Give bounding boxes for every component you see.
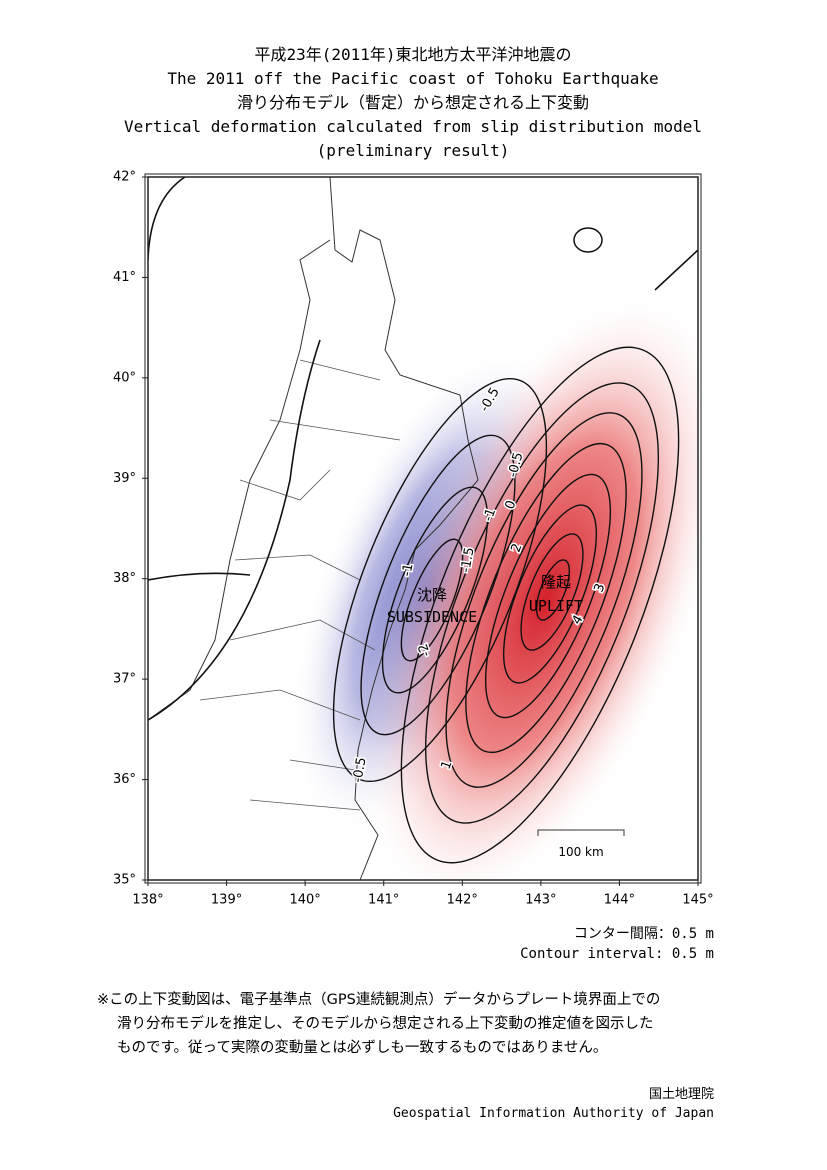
map-frame xyxy=(147,176,699,881)
note-line: ものです。従って実際の変動量とは必ずしも一致するものではありません。 xyxy=(117,1039,607,1056)
credit-jp: 国土地理院 xyxy=(649,1087,714,1102)
y-tick-label: 37° xyxy=(113,672,136,687)
contour-label: -0.5 xyxy=(350,756,369,784)
y-tick-label: 42° xyxy=(113,170,136,185)
header: 平成23年(2011年)東北地方太平洋沖地震の The 2011 off the… xyxy=(124,45,702,160)
subsidence-contours xyxy=(332,377,548,783)
subtitle-note: (preliminary result) xyxy=(317,141,510,160)
scale-bar xyxy=(537,829,625,836)
x-tick-label: 143° xyxy=(525,893,556,908)
contour-label: -1 xyxy=(399,562,416,577)
contour-label: -1.5 xyxy=(458,546,477,574)
contour-loop xyxy=(573,227,603,253)
subtitle-jp: 滑り分布モデル（暫定）から想定される上下変動 xyxy=(237,93,589,112)
y-tick-label: 38° xyxy=(113,571,136,586)
map: -0.5 -1 0 -0.5 2 -1.5 -1 -2 3 4 1 -0.5 沈… xyxy=(148,177,698,880)
x-tick-label: 140° xyxy=(289,893,320,908)
subtitle-en: Vertical deformation calculated from sli… xyxy=(124,117,702,136)
note: ※この上下変動図は、電子基準点（GPS連続観測点）データからプレート境界面上での… xyxy=(97,990,660,1056)
uplift-contours xyxy=(400,346,680,864)
uplift-shade xyxy=(358,288,698,880)
title-jp: 平成23年(2011年)東北地方太平洋沖地震の xyxy=(254,45,571,64)
contour-interval: コンター間隔：0.5 m Contour interval: 0.5 m xyxy=(520,926,714,962)
credit-en: Geospatial Information Authority of Japa… xyxy=(393,1106,714,1121)
x-tick-label: 138° xyxy=(132,893,163,908)
x-tick-label: 145° xyxy=(682,893,713,908)
zero-contour xyxy=(148,177,698,721)
x-tick-label: 144° xyxy=(604,893,635,908)
y-tick-label: 39° xyxy=(113,471,136,486)
subsidence-label-en: SUBSIDENCE xyxy=(387,608,477,626)
scale-label: 100 km xyxy=(558,845,603,859)
note-line: 滑り分布モデルを推定し、そのモデルから想定される上下変動の推定値を図示した xyxy=(117,1014,654,1032)
y-tick-label: 41° xyxy=(113,270,136,285)
interval-en: Contour interval: 0.5 m xyxy=(520,946,714,962)
prefecture-borders xyxy=(199,359,401,811)
y-tick-label: 35° xyxy=(113,873,136,888)
interval-jp: コンター間隔：0.5 m xyxy=(574,926,714,942)
y-tick-label: 36° xyxy=(113,772,136,787)
x-tick-label: 141° xyxy=(368,893,399,908)
uplift-label-en: UPLIFT xyxy=(529,597,583,615)
x-tick-label: 139° xyxy=(211,893,242,908)
coastline xyxy=(148,177,479,880)
note-line: ※この上下変動図は、電子基準点（GPS連続観測点）データからプレート境界面上での xyxy=(97,990,660,1008)
x-tick-label: 142° xyxy=(447,893,478,908)
uplift-label-jp: 隆起 xyxy=(541,573,571,591)
y-tick-label: 40° xyxy=(113,370,136,385)
subsidence-label-jp: 沈降 xyxy=(417,586,447,604)
map-frame-outer xyxy=(144,173,702,884)
title-en: The 2011 off the Pacific coast of Tohoku… xyxy=(167,69,658,88)
